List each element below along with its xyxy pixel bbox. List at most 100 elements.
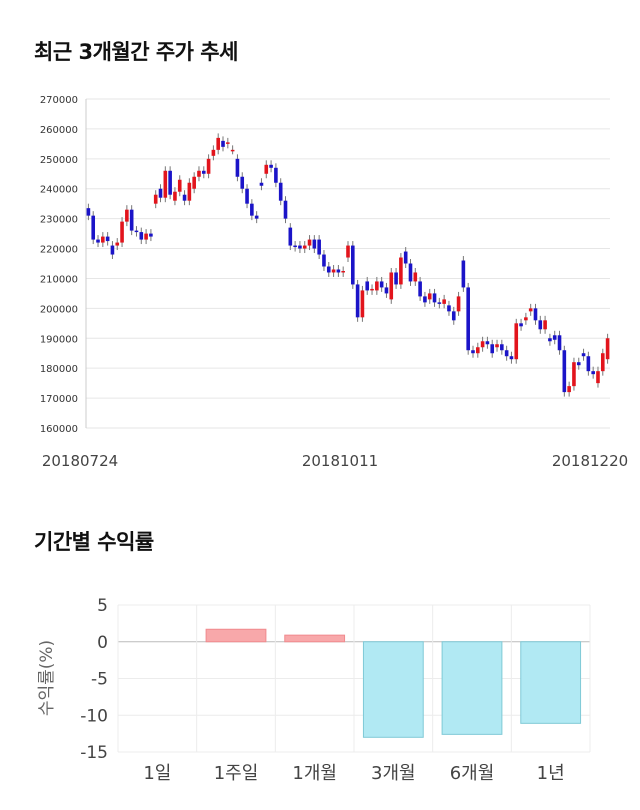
y-tick-label: -5 xyxy=(91,670,108,690)
y-tick-label: 230000 xyxy=(40,215,78,226)
candle-body xyxy=(317,239,321,255)
candle-body xyxy=(129,209,134,231)
candle-body xyxy=(177,179,182,192)
candle-body xyxy=(351,245,355,285)
candle-body xyxy=(322,254,326,267)
candle-body xyxy=(293,245,297,248)
y-tick-label: 190000 xyxy=(40,334,78,345)
candle-body xyxy=(403,251,408,264)
y-axis-label: 수익률(%) xyxy=(37,640,57,716)
candle-body xyxy=(543,320,547,330)
candle-body xyxy=(600,353,605,372)
candle-body xyxy=(480,341,485,348)
candle-body xyxy=(408,263,413,282)
candle-body xyxy=(461,260,466,288)
candle-body xyxy=(355,284,360,318)
candle-body xyxy=(259,182,264,186)
candle-body xyxy=(399,257,403,285)
candle-body xyxy=(591,371,595,375)
candle-body xyxy=(201,170,206,174)
candle-body xyxy=(418,281,422,297)
candle-body xyxy=(413,272,418,282)
candle-body xyxy=(384,287,389,294)
return-bar xyxy=(362,641,424,738)
candle-body xyxy=(101,236,105,243)
price-trend-title: 최근 3개월간 주가 추세 xyxy=(34,40,238,64)
candle-body xyxy=(274,167,278,183)
y-tick-label: 200000 xyxy=(40,304,78,315)
candle-body xyxy=(586,356,591,372)
candle-body xyxy=(153,194,158,204)
candle-body xyxy=(144,233,148,240)
candle-body xyxy=(471,350,475,354)
y-tick-label: 180000 xyxy=(40,364,78,375)
candle-body xyxy=(168,170,172,195)
candle-body xyxy=(456,296,461,312)
candle-body xyxy=(115,242,120,246)
candle-body xyxy=(572,362,576,387)
candle-body xyxy=(447,305,451,312)
candle-body xyxy=(389,272,394,300)
y-tick-label: 250000 xyxy=(40,155,78,166)
return-bar xyxy=(520,641,582,724)
candle-body xyxy=(326,266,331,273)
candle-body xyxy=(427,293,432,300)
candle-body xyxy=(538,320,543,330)
candle-body xyxy=(197,170,201,177)
candle-body xyxy=(86,208,91,216)
y-tick-label: 170000 xyxy=(40,394,78,405)
x-tick-label: 6개월 xyxy=(450,763,495,784)
candle-body xyxy=(528,308,533,312)
candle-body xyxy=(605,338,610,360)
candle-body xyxy=(346,245,350,258)
candle-body xyxy=(235,158,240,177)
candle-body xyxy=(475,347,480,354)
candle-body xyxy=(226,142,230,144)
candle-body xyxy=(139,232,144,240)
candle-body xyxy=(230,149,235,152)
candle-body xyxy=(514,323,519,360)
return-bar xyxy=(205,628,267,643)
candle-body xyxy=(206,158,211,174)
candle-body xyxy=(134,230,139,233)
candle-body xyxy=(504,350,509,357)
return-bar xyxy=(441,641,503,735)
y-tick-label: 240000 xyxy=(40,185,78,196)
x-tick-label: 20180724 xyxy=(42,452,118,470)
candle-body xyxy=(288,227,293,246)
candle-body xyxy=(548,338,552,342)
candle-body xyxy=(524,317,528,321)
candle-body xyxy=(509,356,514,360)
candle-body xyxy=(158,188,163,198)
candle-body xyxy=(567,386,571,393)
x-tick-label: 20181011 xyxy=(302,452,378,470)
candle-body xyxy=(182,194,187,201)
candle-body xyxy=(432,293,437,303)
y-tick-label: 220000 xyxy=(40,245,78,256)
candle-body xyxy=(298,245,302,249)
y-tick-label: 0 xyxy=(97,633,108,653)
candle-body xyxy=(341,270,345,273)
candle-body xyxy=(96,239,100,243)
candle-body xyxy=(533,308,538,321)
candle-body xyxy=(495,344,499,348)
candle-body xyxy=(365,281,370,291)
return-bar xyxy=(284,634,346,643)
candle-body xyxy=(576,362,581,366)
candle-body xyxy=(437,302,442,304)
candle-body xyxy=(596,371,600,384)
candle-body xyxy=(581,353,586,357)
candle-body xyxy=(211,149,216,156)
candle-body xyxy=(216,137,221,150)
candle-body xyxy=(490,344,495,354)
candle-body xyxy=(331,269,336,273)
candle-body xyxy=(466,287,470,351)
candle-body xyxy=(307,239,312,246)
candle-body xyxy=(192,176,196,189)
x-tick-label: 20181220 xyxy=(552,452,628,470)
x-tick-label: 3개월 xyxy=(371,763,416,784)
candle-body xyxy=(91,215,96,240)
candle-body xyxy=(360,290,365,318)
candle-body xyxy=(163,170,168,198)
